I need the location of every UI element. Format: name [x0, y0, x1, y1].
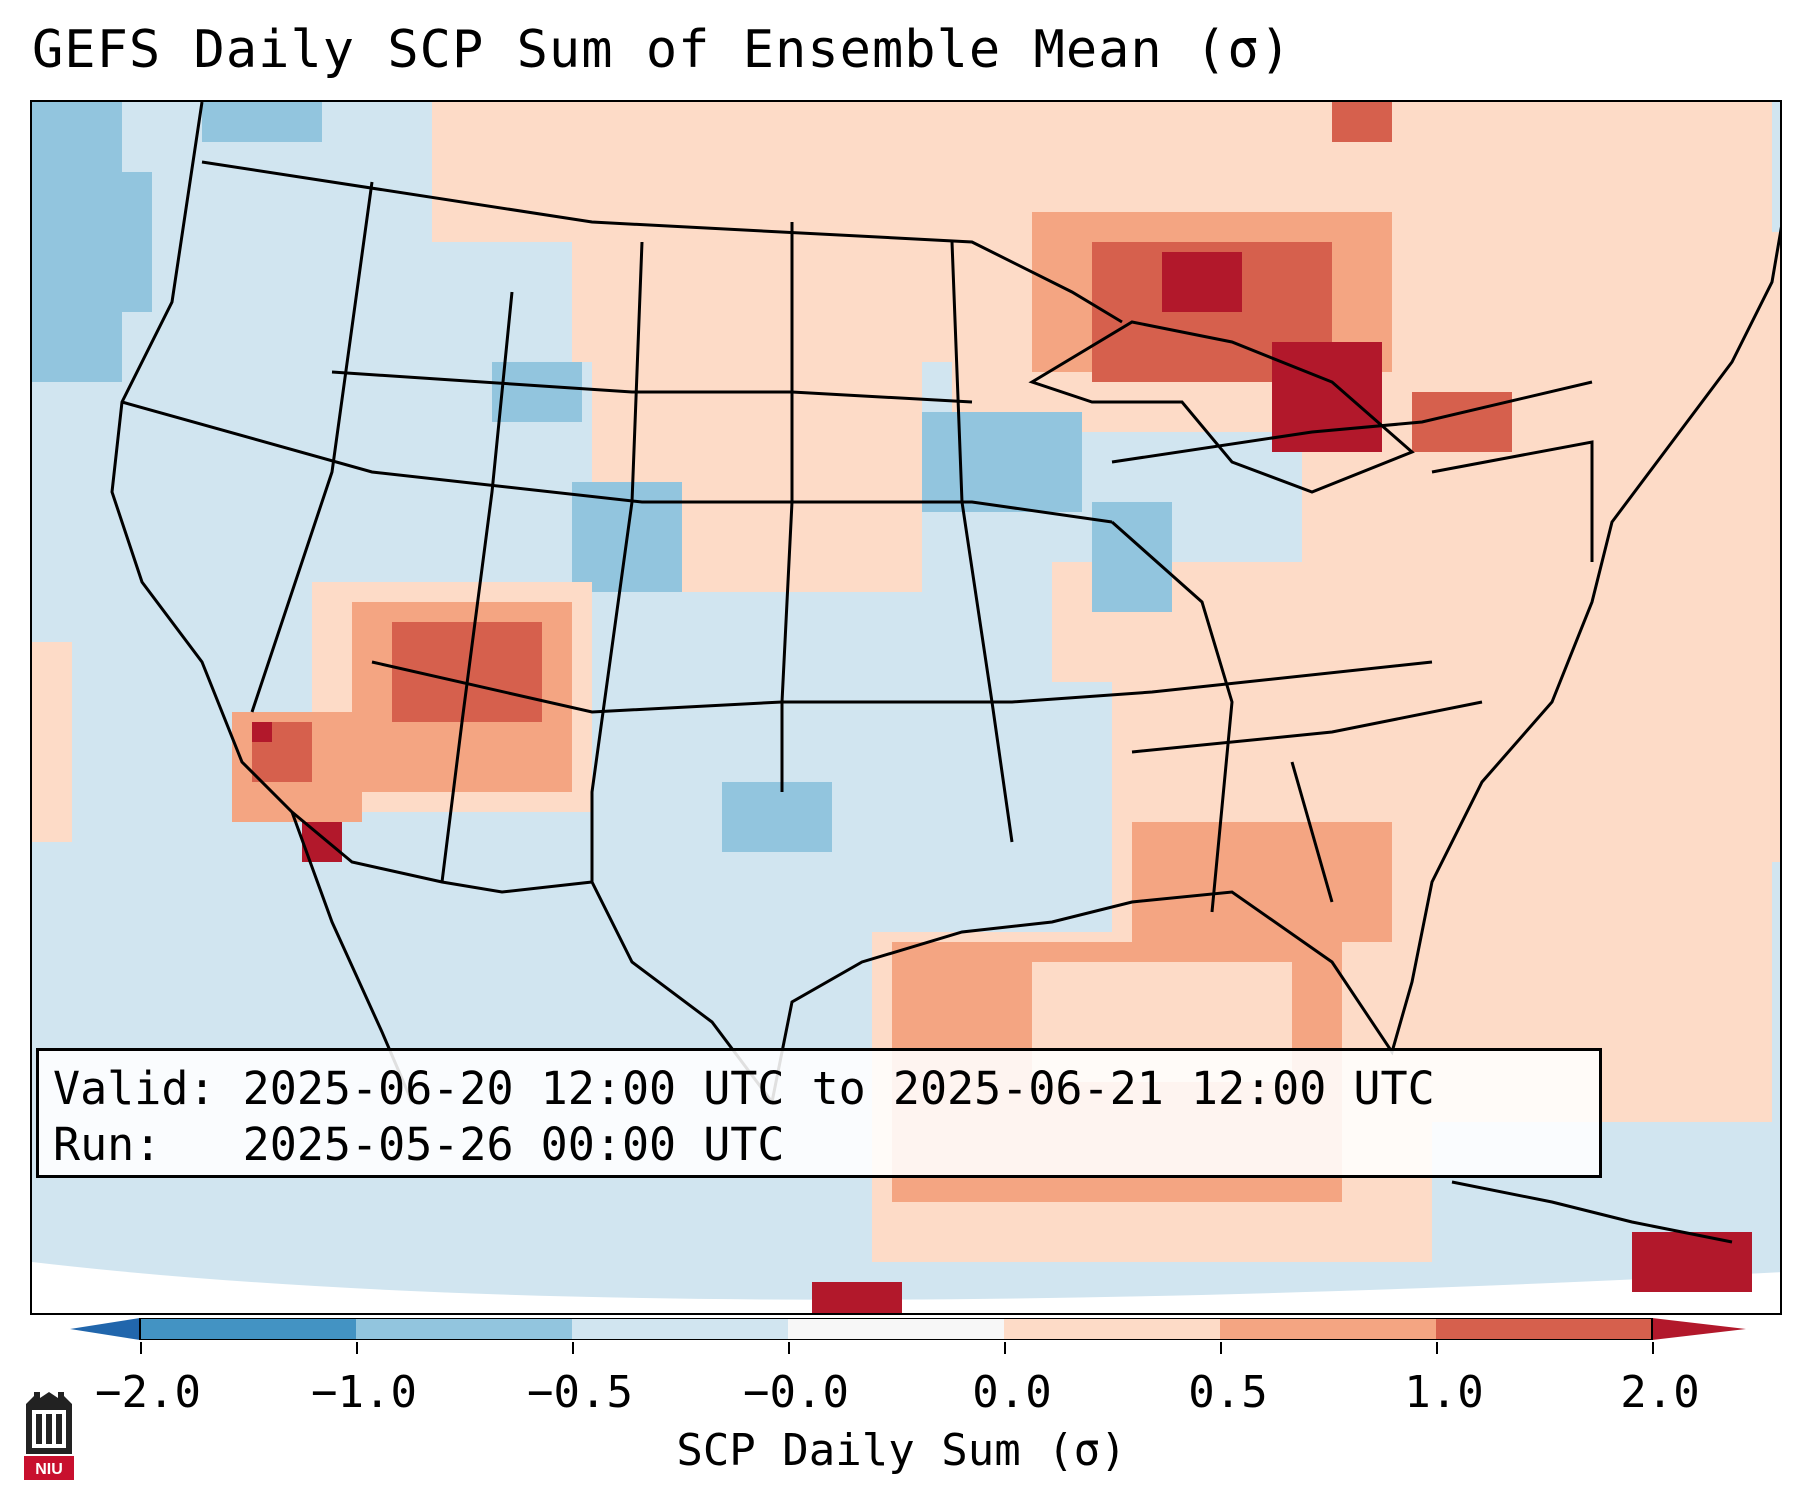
run-time-line: Run: 2025-05-26 00:00 UTC: [53, 1118, 785, 1171]
colorbar-bin: [356, 1318, 572, 1340]
colorbar-extend-min: [70, 1318, 140, 1340]
southwest-high: [232, 582, 592, 862]
state-borders: [110, 102, 1780, 1244]
valid-run-info-box: Valid: 2025-06-20 12:00 UTC to 2025-06-2…: [36, 1048, 1602, 1178]
colorbar-bin: [788, 1318, 1004, 1340]
map-title: GEFS Daily SCP Sum of Ensemble Mean (σ): [32, 20, 1292, 80]
tick-label: 0.5: [1188, 1367, 1268, 1418]
colorbar-label: SCP Daily Sum (σ): [676, 1425, 1127, 1476]
colorbar-extend-max: [1652, 1318, 1746, 1340]
colorbar-ticks: −2.0 −1.0 −0.5 −0.0 0.0 0.5 1.0 2.0: [0, 1342, 1803, 1418]
colorbar-bin: [140, 1318, 356, 1340]
tick-label: 0.0: [972, 1367, 1052, 1418]
tick-label: −2.0: [95, 1367, 201, 1418]
colorbar-bin: [1220, 1318, 1436, 1340]
colorbar: [70, 1318, 1746, 1340]
tick-label: −0.0: [743, 1367, 849, 1418]
tick-label: 1.0: [1404, 1367, 1484, 1418]
colorbar-bin: [572, 1318, 788, 1340]
tick-label: −0.5: [527, 1367, 633, 1418]
projection-edge: [32, 1262, 1780, 1313]
niu-logo: NIU: [24, 1392, 74, 1480]
colorbar-bin: [1004, 1318, 1220, 1340]
tick-label: −1.0: [311, 1367, 417, 1418]
pacific-blue-region: [32, 102, 322, 382]
colorbar-bin: [1436, 1318, 1652, 1340]
valid-time-line: Valid: 2025-06-20 12:00 UTC to 2025-06-2…: [53, 1062, 1435, 1115]
tick-label: 2.0: [1620, 1367, 1700, 1418]
logo-text: NIU: [35, 1461, 63, 1478]
